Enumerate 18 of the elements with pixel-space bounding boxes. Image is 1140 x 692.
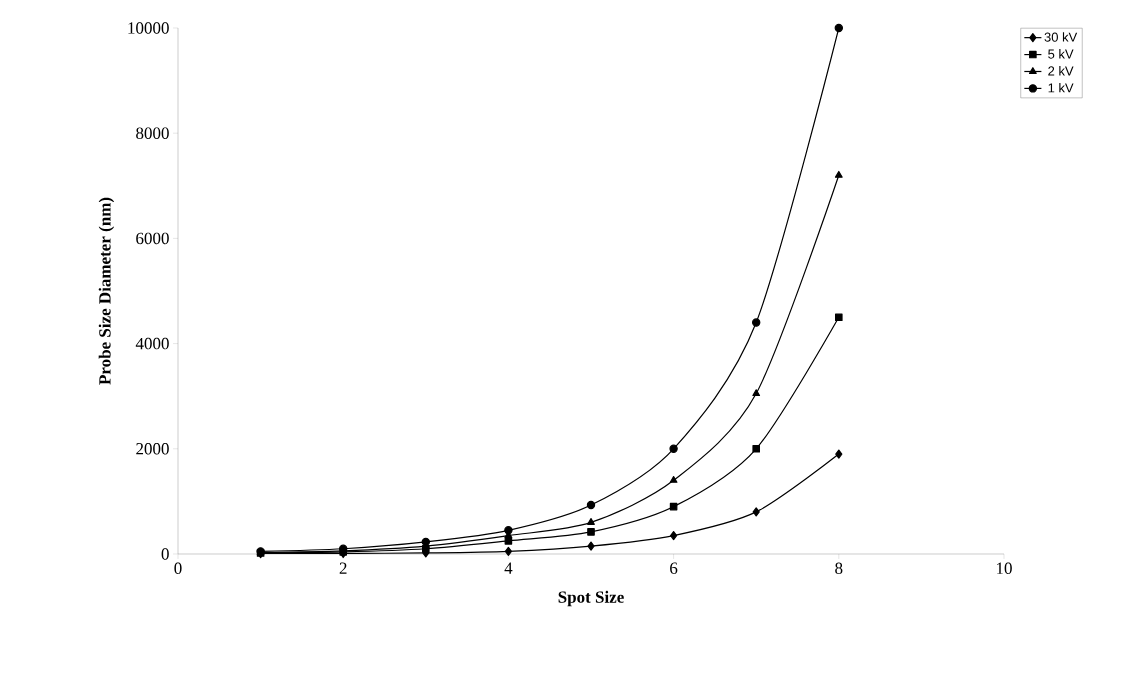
legend-label: 30 kV: [1044, 32, 1078, 42]
x-tick-label: 0: [174, 562, 182, 574]
y-tick-label: 6000: [136, 232, 169, 245]
x-tick-label: 2: [339, 562, 347, 574]
y-tick-label: 8000: [136, 127, 169, 139]
y-tick-label: 10000: [128, 22, 169, 34]
x-tick-label: 10: [996, 562, 1012, 574]
legend-label: 5 kV: [1048, 49, 1074, 59]
legend-label: 1 kV: [1048, 82, 1074, 93]
y-axis-title: Probe Size Diameter (nm): [98, 197, 115, 385]
y-tick-label: 4000: [135, 337, 169, 350]
x-tick-label: 8: [835, 562, 843, 574]
y-tick-label: 0: [161, 548, 169, 560]
x-tick-label: 4: [504, 562, 513, 574]
legend-label: 2 kV: [1048, 66, 1074, 76]
x-axis-title: Spot Size: [558, 590, 624, 607]
y-tick-label: 2000: [136, 443, 169, 455]
x-tick-label: 6: [670, 562, 678, 574]
